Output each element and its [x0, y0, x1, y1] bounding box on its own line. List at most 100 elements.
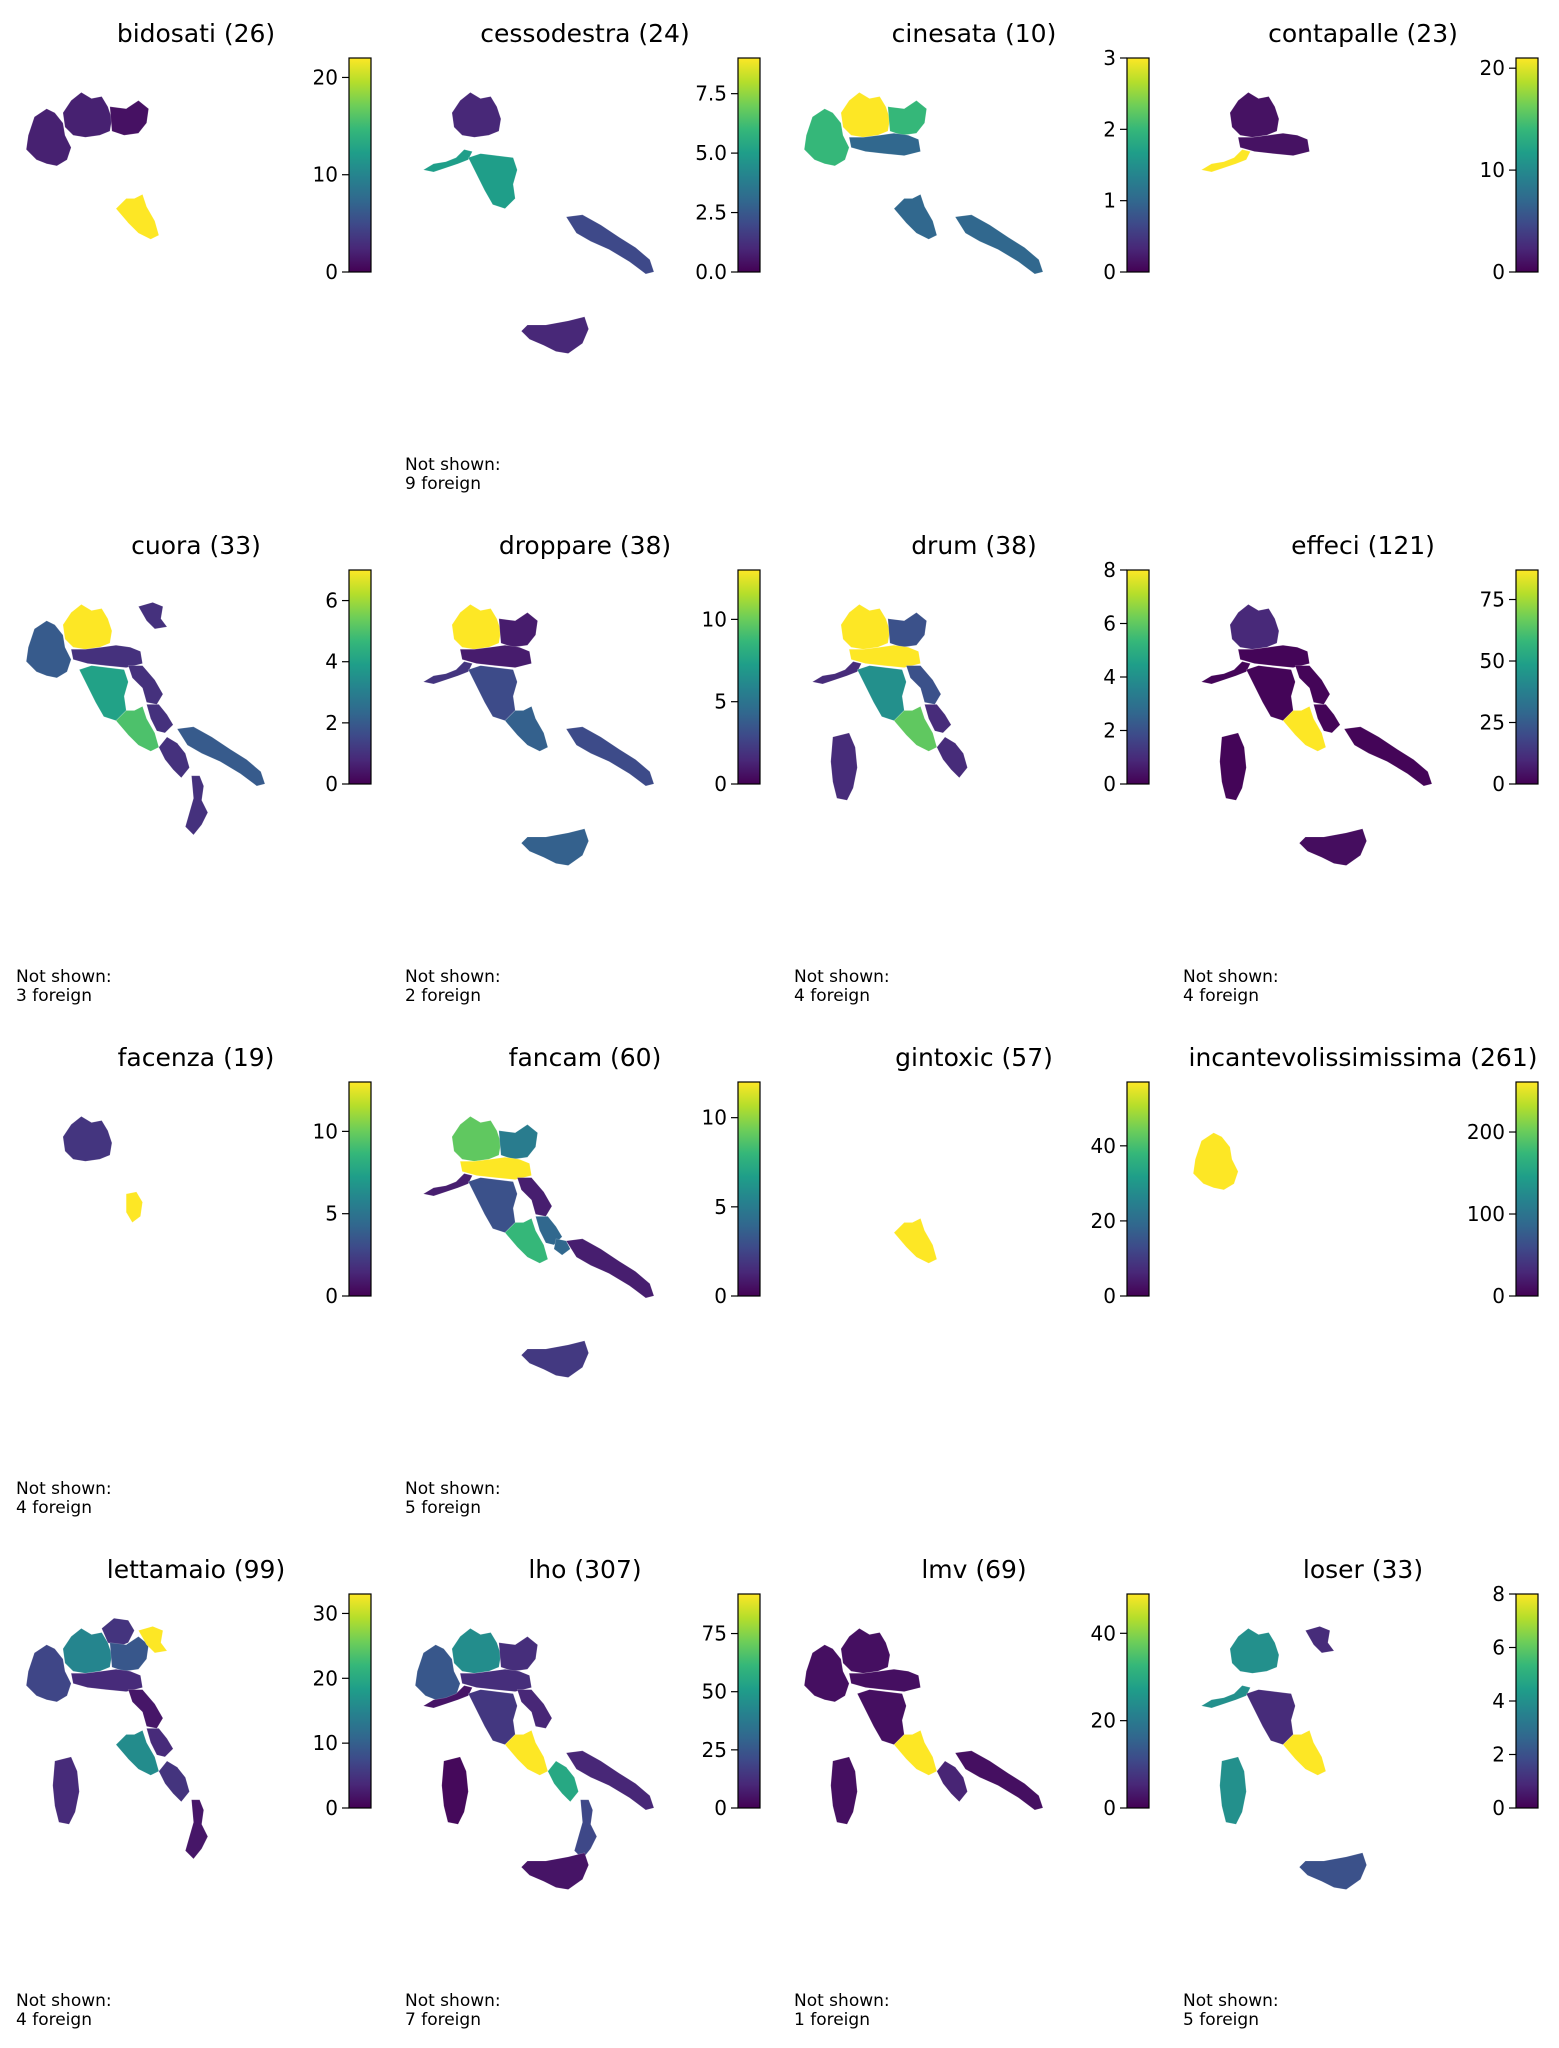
panel-fancam: fancam (60) 0 5 10 Not shown: 5 foreign — [389, 1024, 778, 1536]
region-friuli-venezia-giulia — [1304, 1626, 1335, 1654]
region-puglia — [954, 214, 1044, 275]
not-shown-count: 1 foreign — [794, 2010, 870, 2030]
panel-title: cuora (33) — [131, 531, 261, 560]
panel-title: cinesata (10) — [892, 19, 1057, 48]
colorbar — [737, 1081, 761, 1297]
region-lazio — [115, 193, 160, 240]
not-shown-note: Not shown: 4 foreign — [794, 968, 890, 1006]
panel-title: fancam (60) — [509, 1043, 662, 1072]
region-lazio — [115, 705, 160, 752]
region-lazio — [1282, 1729, 1327, 1776]
region-liguria — [1200, 1685, 1251, 1709]
not-shown-note: Not shown: 5 foreign — [405, 1480, 501, 1518]
region-piemonte — [803, 108, 850, 167]
colorbar-tick-label: 5 — [714, 1195, 727, 1219]
region-lazio — [1282, 705, 1327, 752]
region-umbria — [125, 1191, 143, 1223]
panel-lho: lho (307) 0 25 50 75 Not shown: 7 foreign — [389, 1536, 778, 2048]
colorbar-tick-label: 20 — [1480, 56, 1505, 80]
region-marche — [1294, 665, 1331, 705]
map-regions — [422, 604, 655, 866]
region-lombardia — [451, 1116, 502, 1162]
panel-title: droppare (38) — [499, 531, 671, 560]
panel-contapalle: contapalle (23) 0 10 20 — [1167, 0, 1556, 512]
map-chart-incantevolissimissima: incantevolissimissima (261) 0 100 200 — [1189, 1043, 1539, 1308]
map-chart-fancam: fancam (60) 0 5 10 — [422, 1043, 761, 1378]
region-liguria — [811, 661, 862, 685]
region-veneto — [498, 1124, 538, 1160]
region-sardegna — [1219, 1756, 1247, 1825]
region-sardegna — [52, 1756, 80, 1825]
panel-title: facenza (19) — [118, 1043, 275, 1072]
colorbar-tick-label: 0 — [1492, 1284, 1505, 1308]
colorbar-tick-label: 0 — [1103, 772, 1116, 796]
not-shown-note: Not shown: 5 foreign — [1183, 1992, 1279, 2030]
colorbar-tick-label: 0 — [1492, 772, 1505, 796]
region-emilia-romagna — [1237, 132, 1310, 156]
region-calabria — [574, 1799, 598, 1860]
map-regions — [803, 92, 1044, 275]
panel-bidosati: bidosati (26) 0 10 20 — [0, 0, 389, 512]
not-shown-note: Not shown: 1 foreign — [794, 1992, 890, 2030]
colorbar-tick-label: 4 — [325, 650, 338, 674]
region-marche — [127, 1689, 164, 1729]
region-toscana — [78, 665, 129, 722]
colorbar-tick-label: 25 — [702, 1738, 727, 1762]
region-puglia — [176, 726, 266, 787]
region-marche — [516, 1177, 553, 1217]
colorbar-tick-label: 10 — [313, 163, 338, 187]
region-emilia-romagna — [848, 132, 921, 156]
not-shown-label: Not shown: — [794, 1991, 890, 2011]
colorbar — [737, 1593, 761, 1809]
region-lombardia — [451, 604, 502, 650]
colorbar-tick-label: 1 — [1103, 189, 1116, 213]
colorbar-tick-label: 2 — [1492, 1743, 1505, 1767]
panel-incantevolissimissima: incantevolissimissima (261) 0 100 200 — [1167, 1024, 1556, 1536]
region-toscana — [856, 665, 907, 722]
colorbar-tick-label: 10 — [1480, 158, 1505, 182]
colorbar — [1515, 57, 1539, 273]
map-chart-loser: loser (33) 0 2 4 6 8 — [1200, 1555, 1539, 1890]
region-puglia — [565, 214, 655, 275]
region-campania — [158, 1760, 190, 1803]
colorbar — [348, 57, 372, 273]
region-marche — [127, 665, 164, 705]
panel-drum: drum (38) 0 2 4 6 8 Not shown: 4 foreign — [778, 512, 1167, 1024]
panel-title: lmv (69) — [921, 1555, 1026, 1584]
panel-title: gintoxic (57) — [895, 1043, 1053, 1072]
not-shown-count: 4 foreign — [794, 986, 870, 1006]
colorbar-tick-label: 25 — [1480, 711, 1505, 735]
not-shown-count: 3 foreign — [16, 986, 92, 1006]
region-abruzzo — [1313, 704, 1341, 734]
colorbar-tick-label: 2 — [1103, 719, 1116, 743]
region-toscana — [467, 1689, 518, 1746]
map-regions — [422, 1116, 655, 1378]
region-lombardia — [62, 1116, 113, 1162]
region-toscana — [467, 1177, 518, 1234]
region-piemonte — [414, 1644, 461, 1703]
colorbar-tick-label: 10 — [702, 1106, 727, 1130]
region-lombardia — [451, 92, 502, 138]
panel-lettamaio: lettamaio (99) 0 10 20 30 Not shown: 4 foreign — [0, 1536, 389, 2048]
colorbar — [1515, 1593, 1539, 1809]
region-emilia-romagna — [459, 1668, 532, 1692]
panel-cuora: cuora (33) 0 2 4 6 Not shown: 3 foreign — [0, 512, 389, 1024]
map-regions — [25, 602, 266, 836]
colorbar-tick-label: 75 — [702, 1622, 727, 1646]
panel-title: incantevolissimissima (261) — [1189, 1043, 1538, 1072]
not-shown-count: 2 foreign — [405, 986, 481, 1006]
panel-loser: loser (33) 0 2 4 6 8 Not shown: 5 foreign — [1167, 1536, 1556, 2048]
region-liguria — [1200, 149, 1251, 173]
region-lombardia — [840, 92, 891, 138]
colorbar-tick-label: 50 — [1480, 649, 1505, 673]
colorbar-tick-label: 100 — [1467, 1202, 1505, 1226]
region-lombardia — [1229, 1628, 1280, 1674]
colorbar-tick-label: 0 — [325, 772, 338, 796]
panel-droppare: droppare (38) 0 5 10 Not shown: 2 foreign — [389, 512, 778, 1024]
map-regions — [1200, 92, 1310, 173]
colorbar-tick-label: 40 — [1091, 1621, 1116, 1645]
colorbar-tick-label: 10 — [313, 1731, 338, 1755]
map-chart-cuora: cuora (33) 0 2 4 6 — [25, 531, 372, 836]
region-lazio — [115, 1729, 160, 1776]
region-lazio — [893, 1729, 938, 1776]
